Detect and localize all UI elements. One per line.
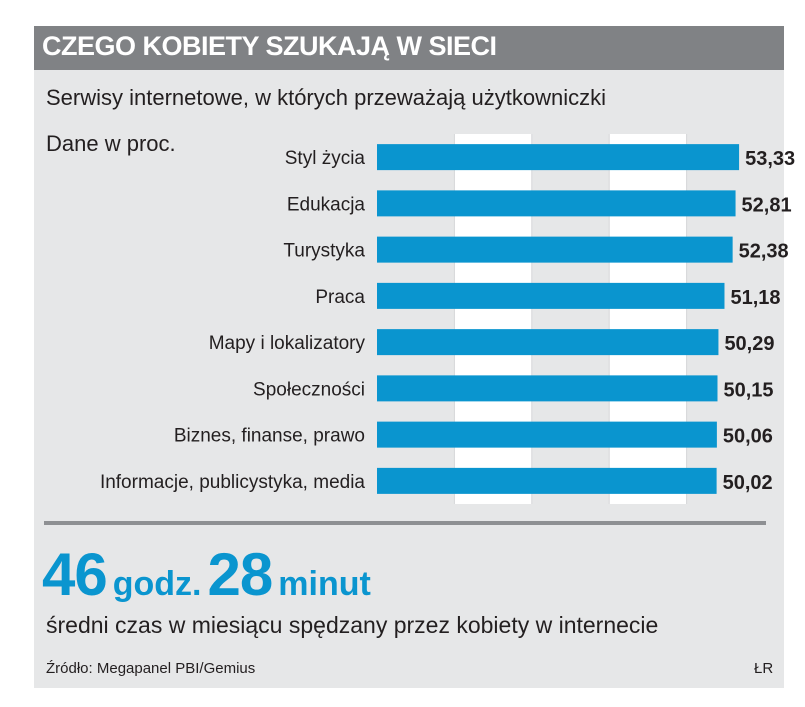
- title-bar: CZEGO KOBIETY SZUKAJĄ W SIECI: [34, 26, 784, 70]
- page-title: CZEGO KOBIETY SZUKAJĄ W SIECI: [42, 31, 497, 61]
- value-label: 52,81: [742, 194, 792, 216]
- category-label: Biznes, finanse, prawo: [174, 426, 365, 447]
- bar: [377, 329, 719, 356]
- bar: [377, 421, 717, 448]
- hours-unit: godz.: [112, 565, 202, 603]
- value-label: 51,18: [730, 287, 780, 309]
- category-label: Społeczności: [253, 379, 365, 400]
- grid-band: [686, 134, 764, 504]
- grid-band: [531, 134, 610, 504]
- category-label: Mapy i lokalizatory: [209, 333, 366, 354]
- category-label: Styl życia: [285, 148, 366, 169]
- bar: [377, 282, 725, 309]
- unit-note: Dane w proc.: [46, 131, 176, 156]
- hours-value: 46: [42, 541, 108, 608]
- minutes-value: 28: [207, 541, 274, 608]
- category-label: Edukacja: [287, 194, 366, 215]
- bar: [377, 144, 740, 171]
- time-caption: średni czas w miesiącu spędzany przez ko…: [46, 612, 659, 638]
- bar: [377, 375, 718, 402]
- time-highlight: 46 godz. 28 minut: [42, 540, 377, 609]
- source-note: Źródło: Megapanel PBI/Gemius: [46, 660, 256, 677]
- value-label: 50,15: [723, 379, 773, 401]
- divider: [44, 521, 766, 525]
- bar: [377, 190, 736, 217]
- grid-band: [377, 134, 455, 504]
- bar: [377, 236, 733, 263]
- value-label: 50,06: [723, 426, 773, 448]
- author-initials: ŁR: [754, 660, 774, 677]
- minutes-unit: minut: [278, 565, 371, 603]
- chart-subtitle: Serwisy internetowe, w których przeważaj…: [46, 85, 606, 110]
- value-label: 53,33: [745, 148, 795, 170]
- value-label: 50,02: [723, 472, 773, 494]
- value-label: 50,29: [724, 333, 774, 355]
- category-label: Informacje, publicystyka, media: [100, 472, 365, 493]
- category-label: Turystyka: [283, 241, 365, 262]
- value-label: 52,38: [739, 241, 789, 263]
- category-label: Praca: [315, 287, 365, 308]
- bar: [377, 467, 717, 494]
